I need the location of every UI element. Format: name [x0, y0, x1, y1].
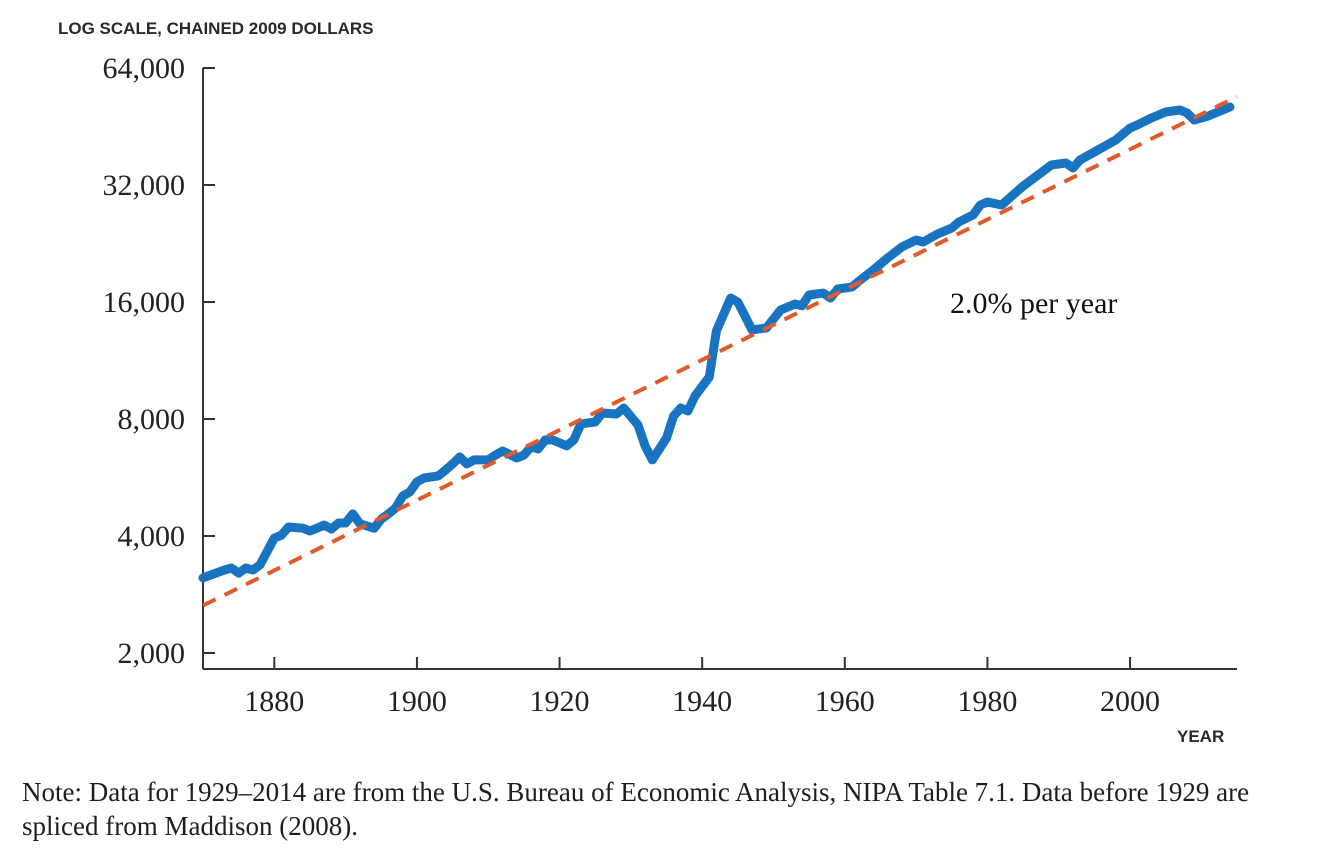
y-tick-label: 32,000	[103, 169, 186, 202]
x-tick-label: 2000	[1100, 685, 1160, 718]
annotations: 2.0% per year	[950, 287, 1117, 320]
trend-series	[202, 94, 1238, 608]
axes: 2,000 4,000 8,000 16,000 32,000 64,000 1880 190…	[103, 52, 1237, 718]
x-tick-label: 1940	[672, 685, 732, 718]
x-tick-label: 1980	[957, 685, 1017, 718]
y-tick-label: 64,000	[103, 52, 186, 85]
x-tick-label: 1920	[530, 685, 590, 718]
x-tick-label: 1900	[387, 685, 447, 718]
y-tick-label: 16,000	[103, 286, 186, 319]
x-tick-label: 1880	[244, 685, 304, 718]
x-axis-title: YEAR	[1177, 727, 1225, 746]
y-tick-label: 2,000	[118, 637, 186, 670]
x-tick-label: 1960	[815, 685, 875, 718]
trend-line	[202, 94, 1238, 608]
gdp-series	[198, 102, 1235, 583]
y-tick-label: 4,000	[118, 520, 186, 553]
gdp-line	[198, 102, 1235, 583]
y-tick-label: 8,000	[118, 403, 186, 436]
trend-annotation: 2.0% per year	[950, 287, 1117, 320]
y-axis-title: LOG SCALE, CHAINED 2009 DOLLARS	[58, 19, 374, 38]
source-note: Note: Data for 1929–2014 are from the U.…	[22, 777, 1250, 841]
